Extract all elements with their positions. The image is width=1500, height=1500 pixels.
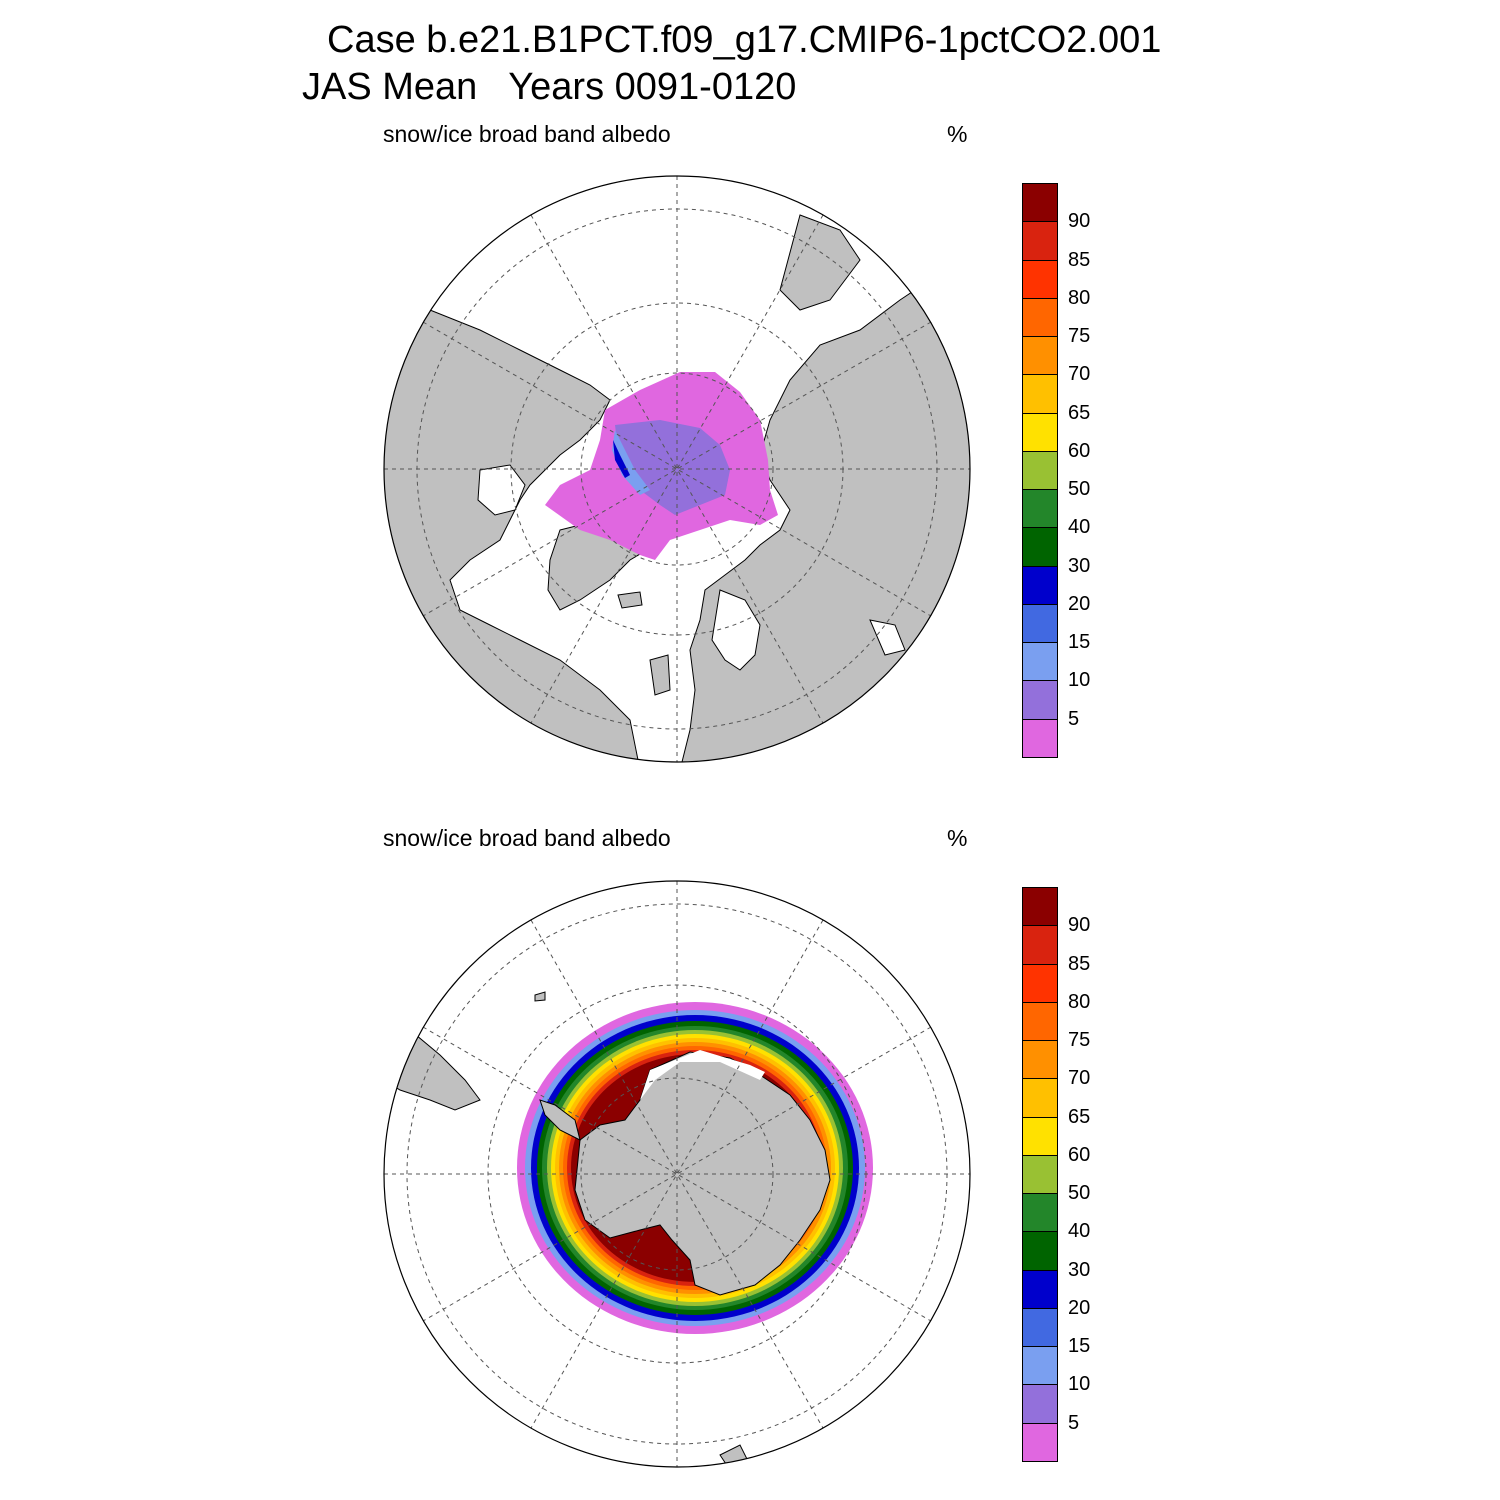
south-colorbar-label: 15	[1068, 1335, 1091, 1358]
north-colorbar-box-9	[1022, 527, 1058, 567]
south-colorbar-box-2	[1022, 963, 1058, 1003]
north-graticule	[384, 176, 970, 762]
north-sea-ice-fill	[545, 372, 778, 560]
antarctica-land	[574, 1051, 831, 1296]
north-colorbar-label: 90	[1068, 210, 1091, 233]
north-colorbar-label: 40	[1068, 516, 1091, 539]
north-colorbar-label: 20	[1068, 592, 1091, 615]
south-colorbar-label: 20	[1068, 1296, 1091, 1319]
south-colorbar-box-7	[1022, 1154, 1058, 1195]
north-colorbar-box-10	[1022, 565, 1058, 605]
south-map-border	[383, 880, 971, 1468]
south-colorbar-label: 70	[1068, 1067, 1091, 1090]
north-colorbar-box-7	[1022, 450, 1058, 491]
north-colorbar-label: 70	[1068, 363, 1091, 386]
south-polar-map	[383, 880, 971, 1468]
south-colorbar-box-4	[1022, 1040, 1058, 1080]
south-colorbar-label: 80	[1068, 990, 1091, 1013]
south-colorbar-box-0	[1022, 887, 1058, 927]
north-colorbar-label: 15	[1068, 631, 1091, 654]
north-colorbar-box-3	[1022, 297, 1058, 338]
south-graticule	[384, 881, 970, 1467]
north-colorbar-box-14	[1022, 718, 1058, 758]
north-colorbar-box-4	[1022, 336, 1058, 376]
north-colorbar-box-6	[1022, 412, 1058, 452]
south-panel-units-label: %	[947, 825, 968, 851]
north-colorbar-box-0	[1022, 183, 1058, 223]
south-colorbar-box-13	[1022, 1384, 1058, 1424]
south-colorbar-label: 5	[1068, 1411, 1080, 1434]
south-colorbar-box-10	[1022, 1269, 1058, 1309]
north-panel-units-label: %	[947, 121, 968, 147]
south-colorbar-box-14	[1022, 1422, 1058, 1462]
north-colorbar-label: 65	[1068, 401, 1091, 424]
north-polar-map	[383, 175, 971, 763]
south-colorbar-label: 85	[1068, 952, 1091, 975]
south-colorbar-box-1	[1022, 925, 1058, 965]
north-colorbar-label: 30	[1068, 554, 1091, 577]
south-colorbar-label: 50	[1068, 1182, 1091, 1205]
main-subtitle: JAS Mean Years 0091-0120	[302, 66, 797, 108]
south-colorbar-box-12	[1022, 1346, 1058, 1386]
south-colorbar-box-3	[1022, 1001, 1058, 1042]
south-colorbar: 90 85 80 75 70 65 60 50 40 30 20 15 10 5	[1022, 887, 1090, 1462]
south-colorbar-label: 40	[1068, 1220, 1091, 1243]
north-colorbar-label: 80	[1068, 286, 1091, 309]
south-panel-variable-label: snow/ice broad band albedo	[383, 825, 671, 851]
north-colorbar-label: 75	[1068, 325, 1091, 348]
south-colorbar-box-9	[1022, 1231, 1058, 1271]
north-colorbar-box-11	[1022, 603, 1058, 644]
north-colorbar-label: 50	[1068, 478, 1091, 501]
north-colorbar-box-1	[1022, 221, 1058, 261]
south-colorbar-box-8	[1022, 1193, 1058, 1233]
north-colorbar-box-2	[1022, 259, 1058, 299]
north-colorbar-label: 85	[1068, 248, 1091, 271]
south-colorbar-box-5	[1022, 1078, 1058, 1118]
north-colorbar-box-13	[1022, 680, 1058, 720]
antarctic-peninsula	[539, 1099, 581, 1141]
south-colorbar-label: 65	[1068, 1105, 1091, 1128]
north-colorbar-box-8	[1022, 489, 1058, 529]
south-colorbar-label: 75	[1068, 1029, 1091, 1052]
north-colorbar-box-5	[1022, 374, 1058, 414]
north-colorbar-label: 10	[1068, 669, 1091, 692]
north-colorbar-label: 5	[1068, 707, 1080, 730]
north-colorbar-label: 60	[1068, 439, 1091, 462]
south-coastal-open-water	[640, 1050, 765, 1100]
south-colorbar-label: 60	[1068, 1143, 1091, 1166]
north-map-border	[383, 175, 971, 763]
north-colorbar-box-12	[1022, 642, 1058, 682]
south-colorbar-label: 30	[1068, 1258, 1091, 1281]
south-colorbar-box-6	[1022, 1116, 1058, 1156]
north-colorbar: 90 85 80 75 70 65 60 50 40 30 20 15 10 5	[1022, 183, 1090, 758]
south-colorbar-label: 90	[1068, 914, 1091, 937]
main-title: Case b.e21.B1PCT.f09_g17.CMIP6-1pctCO2.0…	[327, 19, 1162, 61]
north-panel-variable-label: snow/ice broad band albedo	[383, 121, 671, 147]
south-colorbar-label: 10	[1068, 1373, 1091, 1396]
south-colorbar-box-11	[1022, 1307, 1058, 1348]
